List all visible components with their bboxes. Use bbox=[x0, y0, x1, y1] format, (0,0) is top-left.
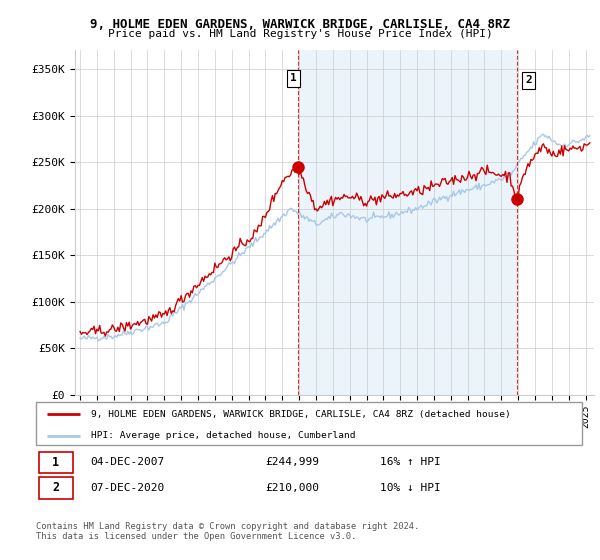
Text: 1: 1 bbox=[290, 73, 297, 83]
Text: 1: 1 bbox=[52, 456, 59, 469]
Text: 10% ↓ HPI: 10% ↓ HPI bbox=[380, 483, 441, 493]
Text: 2: 2 bbox=[525, 75, 532, 85]
Text: Contains HM Land Registry data © Crown copyright and database right 2024.
This d: Contains HM Land Registry data © Crown c… bbox=[36, 522, 419, 542]
FancyBboxPatch shape bbox=[36, 402, 582, 445]
Text: 04-DEC-2007: 04-DEC-2007 bbox=[91, 458, 165, 467]
Text: HPI: Average price, detached house, Cumberland: HPI: Average price, detached house, Cumb… bbox=[91, 431, 355, 440]
Text: 9, HOLME EDEN GARDENS, WARWICK BRIDGE, CARLISLE, CA4 8RZ: 9, HOLME EDEN GARDENS, WARWICK BRIDGE, C… bbox=[90, 18, 510, 31]
Text: 2: 2 bbox=[52, 481, 59, 494]
Text: £210,000: £210,000 bbox=[265, 483, 319, 493]
Text: Price paid vs. HM Land Registry's House Price Index (HPI): Price paid vs. HM Land Registry's House … bbox=[107, 29, 493, 39]
FancyBboxPatch shape bbox=[39, 452, 73, 473]
Text: 07-DEC-2020: 07-DEC-2020 bbox=[91, 483, 165, 493]
Text: 16% ↑ HPI: 16% ↑ HPI bbox=[380, 458, 441, 467]
Text: £244,999: £244,999 bbox=[265, 458, 319, 467]
Bar bbox=[298, 50, 517, 395]
Text: 9, HOLME EDEN GARDENS, WARWICK BRIDGE, CARLISLE, CA4 8RZ (detached house): 9, HOLME EDEN GARDENS, WARWICK BRIDGE, C… bbox=[91, 410, 511, 419]
FancyBboxPatch shape bbox=[39, 477, 73, 498]
